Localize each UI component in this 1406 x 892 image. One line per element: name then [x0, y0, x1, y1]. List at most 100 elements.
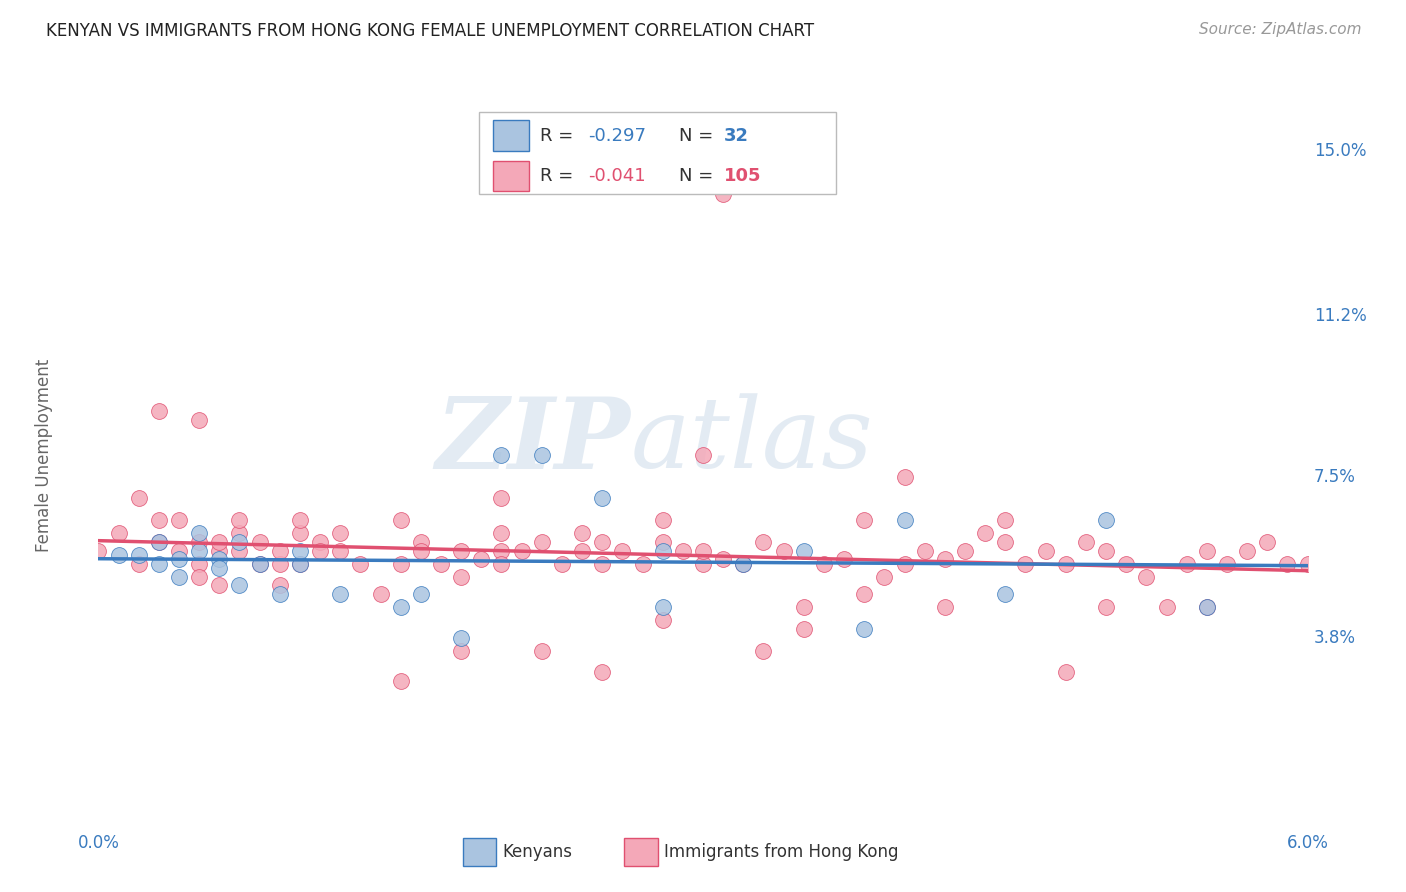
Point [1256, 534, 1278, 549]
Point [934, 600, 956, 615]
Text: ZIP: ZIP [436, 392, 630, 489]
Point [188, 413, 211, 427]
Point [269, 543, 291, 558]
FancyBboxPatch shape [492, 120, 529, 151]
Point [148, 404, 170, 418]
Point [491, 543, 513, 558]
Point [208, 552, 231, 566]
Text: 3.8%: 3.8% [1313, 629, 1355, 647]
Point [87, 543, 110, 558]
Point [591, 534, 613, 549]
Point [288, 543, 311, 558]
Point [953, 543, 976, 558]
Point [349, 557, 371, 571]
Point [228, 534, 250, 549]
Point [208, 578, 231, 592]
Point [1175, 557, 1198, 571]
Point [188, 526, 211, 541]
Point [530, 534, 553, 549]
Point [672, 543, 695, 558]
Text: 32: 32 [724, 127, 748, 145]
Point [1236, 543, 1258, 558]
Point [733, 557, 755, 571]
Point [228, 578, 250, 592]
Point [893, 557, 915, 571]
Point [450, 570, 472, 584]
Point [249, 557, 271, 571]
Point [329, 587, 352, 601]
Point [1195, 600, 1218, 615]
Point [530, 448, 553, 462]
Point [167, 570, 190, 584]
Point [733, 557, 755, 571]
Point [430, 557, 453, 571]
Point [1095, 543, 1118, 558]
Point [188, 570, 211, 584]
Point [631, 557, 654, 571]
Point [994, 587, 1017, 601]
Text: R =: R = [540, 167, 579, 185]
Point [208, 543, 231, 558]
Point [148, 557, 170, 571]
Text: Kenyans: Kenyans [502, 843, 572, 861]
Point [167, 543, 190, 558]
Point [530, 643, 553, 657]
Point [832, 552, 855, 566]
Point [1074, 534, 1097, 549]
Point [651, 543, 673, 558]
Point [269, 578, 291, 592]
Point [148, 513, 170, 527]
Point [269, 557, 291, 571]
Text: 0.0%: 0.0% [77, 834, 120, 852]
Text: 15.0%: 15.0% [1313, 142, 1367, 160]
Point [389, 600, 412, 615]
Point [450, 631, 472, 645]
Point [1054, 665, 1077, 680]
Point [409, 534, 432, 549]
Point [450, 543, 472, 558]
Point [208, 561, 231, 575]
Point [128, 491, 150, 506]
Point [329, 543, 352, 558]
FancyBboxPatch shape [479, 112, 837, 194]
Point [491, 557, 513, 571]
Point [228, 513, 250, 527]
Point [228, 526, 250, 541]
Text: 105: 105 [724, 167, 761, 185]
Point [1195, 543, 1218, 558]
Text: atlas: atlas [630, 393, 873, 489]
Point [148, 534, 170, 549]
Point [651, 613, 673, 627]
Point [853, 622, 876, 636]
Point [1054, 557, 1077, 571]
Point [288, 526, 311, 541]
Point [591, 665, 613, 680]
Point [1095, 600, 1118, 615]
Point [288, 557, 311, 571]
Text: -0.041: -0.041 [588, 167, 645, 185]
Point [994, 513, 1017, 527]
Point [470, 552, 492, 566]
Point [914, 543, 936, 558]
Point [188, 534, 211, 549]
Text: KENYAN VS IMMIGRANTS FROM HONG KONG FEMALE UNEMPLOYMENT CORRELATION CHART: KENYAN VS IMMIGRANTS FROM HONG KONG FEMA… [46, 22, 814, 40]
Point [591, 491, 613, 506]
Point [692, 557, 714, 571]
Point [288, 513, 311, 527]
Point [288, 557, 311, 571]
Point [793, 622, 815, 636]
Point [1014, 557, 1036, 571]
Point [893, 469, 915, 483]
Point [1156, 600, 1178, 615]
Point [571, 543, 593, 558]
Point [167, 552, 190, 566]
Point [651, 513, 673, 527]
Point [1095, 513, 1118, 527]
Point [813, 557, 835, 571]
Point [752, 534, 775, 549]
Point [389, 557, 412, 571]
Point [329, 526, 352, 541]
Point [571, 526, 593, 541]
Point [228, 543, 250, 558]
Text: 11.2%: 11.2% [1313, 307, 1367, 325]
